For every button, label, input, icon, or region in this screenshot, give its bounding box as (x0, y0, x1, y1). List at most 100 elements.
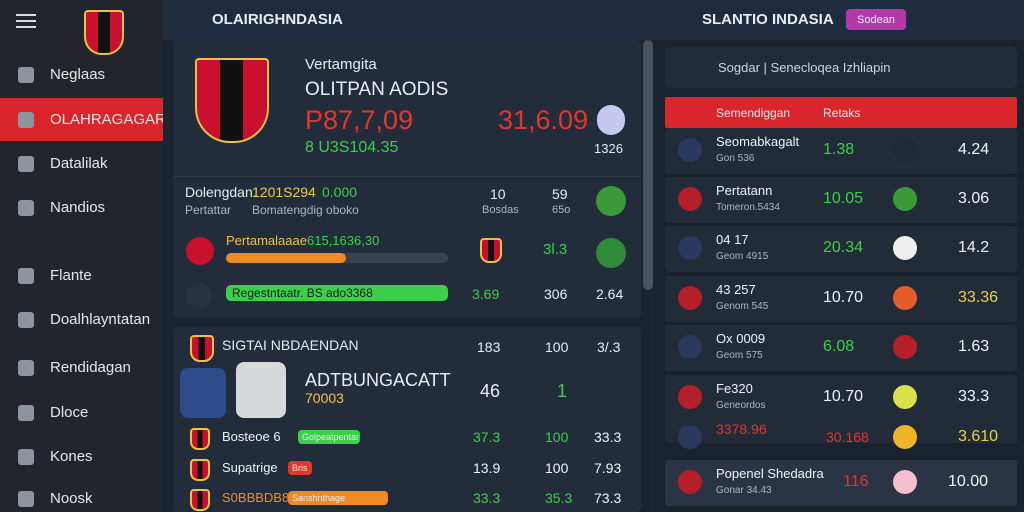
name: Seomabkagalt (716, 134, 800, 149)
table-row[interactable] (665, 325, 1017, 371)
nav-icon (18, 67, 34, 83)
name: 04 17 (716, 232, 749, 247)
scrollbar (643, 40, 653, 290)
name: Bosteoe 6 (222, 429, 281, 444)
team-icon (678, 385, 702, 409)
table-row[interactable] (665, 276, 1017, 322)
table-row[interactable] (665, 128, 1017, 174)
team-icon (893, 425, 917, 449)
team-icon (678, 138, 702, 162)
progress-bar (226, 253, 346, 263)
name: 43 257 (716, 282, 756, 297)
cols: 183 (477, 339, 501, 355)
progress-bar (226, 285, 448, 301)
team-icon (678, 335, 702, 359)
items[interactable]: Doalhlayntatan (50, 311, 151, 328)
v: 100 (545, 460, 569, 476)
team-icon (893, 385, 917, 409)
crest (480, 238, 502, 263)
sub: Tomeron.5434 (716, 202, 780, 213)
squad-card (173, 327, 641, 512)
highlight: 1201S294 (252, 184, 316, 200)
name: Pertatann (716, 183, 773, 198)
v1: 10.05 (823, 190, 864, 207)
items[interactable]: Neglaas (50, 66, 106, 83)
name: S0BBBDB8 (222, 490, 290, 505)
menu-icon[interactable] (16, 14, 36, 16)
name: Ox 0009 (716, 331, 766, 346)
search[interactable]: Sogdar | Senecloqea Izhliapin (718, 60, 891, 75)
v: 33.3 (594, 429, 622, 445)
items[interactable]: OLAHRAGAGAR (50, 111, 166, 128)
table-row[interactable] (665, 460, 1017, 506)
label: Regestntaatr. BS ado3368 (232, 286, 373, 300)
team-icon (186, 283, 212, 309)
big2: 1 (557, 381, 568, 401)
col1: 10 (490, 186, 506, 202)
items[interactable]: Kones (50, 448, 93, 465)
v2: 14.2 (958, 239, 990, 256)
n2: 306 (544, 286, 568, 302)
v1: 116 (843, 473, 869, 490)
tag: Golpeatpentas (302, 432, 358, 442)
sub: Gonar 34.43 (716, 485, 772, 496)
nav-icon (18, 312, 34, 328)
items[interactable]: Nandios (50, 199, 106, 216)
avatar (596, 238, 626, 268)
search-box (665, 47, 1017, 88)
player: ADTBUNGACATT (305, 370, 451, 390)
table-row[interactable] (665, 226, 1017, 272)
v2: 3.06 (958, 190, 990, 207)
items[interactable]: Datalilak (50, 155, 108, 172)
menu-icon[interactable] (16, 20, 36, 22)
sidebar (0, 0, 163, 512)
header-title: OLAIRIGHNDASIA (212, 11, 343, 28)
crest (190, 459, 210, 482)
sub: Genom 545 (716, 301, 769, 312)
table-head (665, 97, 1017, 128)
items[interactable]: Flante (50, 267, 92, 284)
items[interactable]: Noosk (50, 490, 93, 507)
sub: Pertattar (185, 203, 232, 217)
tag (288, 491, 388, 505)
name: 3378.96 (716, 421, 767, 437)
v1: 20.34 (823, 239, 864, 256)
items[interactable]: Rendidagan (50, 359, 131, 376)
crest (190, 335, 214, 362)
away-code: 1326 (594, 141, 623, 156)
col1-sub: Bosdas (482, 204, 519, 216)
v2: 33.36 (958, 289, 999, 306)
avatar (186, 237, 214, 265)
v: 73.3 (594, 490, 622, 506)
team-icon (893, 286, 917, 310)
team-icon (678, 236, 702, 260)
cols: 3/.3 (597, 339, 621, 355)
sub: Geom 4915 (716, 251, 769, 262)
menu-icon[interactable] (16, 26, 36, 28)
score-home: P87,7,09 (305, 105, 414, 135)
tag (288, 461, 312, 475)
cols: 100 (545, 339, 569, 355)
team-icon (678, 470, 702, 494)
nav-icon (18, 200, 34, 216)
odds: 8 U3S104.35 (305, 139, 399, 156)
v1: 6.08 (823, 338, 855, 355)
team-icon (893, 187, 917, 211)
team-icon (678, 425, 702, 449)
name: Supatrige (222, 460, 278, 475)
kicker: Vertamgita (305, 56, 377, 73)
v: 33.3 (473, 490, 501, 506)
avatar (596, 186, 626, 216)
crest (190, 428, 210, 451)
sub: 30.168 (826, 429, 869, 445)
team-icon (893, 335, 917, 359)
crest (190, 489, 210, 512)
v2: 33.3 (958, 388, 990, 405)
team-icon (893, 470, 917, 494)
table-row[interactable] (665, 375, 1017, 443)
table-row[interactable] (665, 177, 1017, 223)
n3: 2.64 (596, 286, 624, 302)
player (236, 362, 286, 418)
items[interactable]: Dloce (50, 404, 89, 421)
